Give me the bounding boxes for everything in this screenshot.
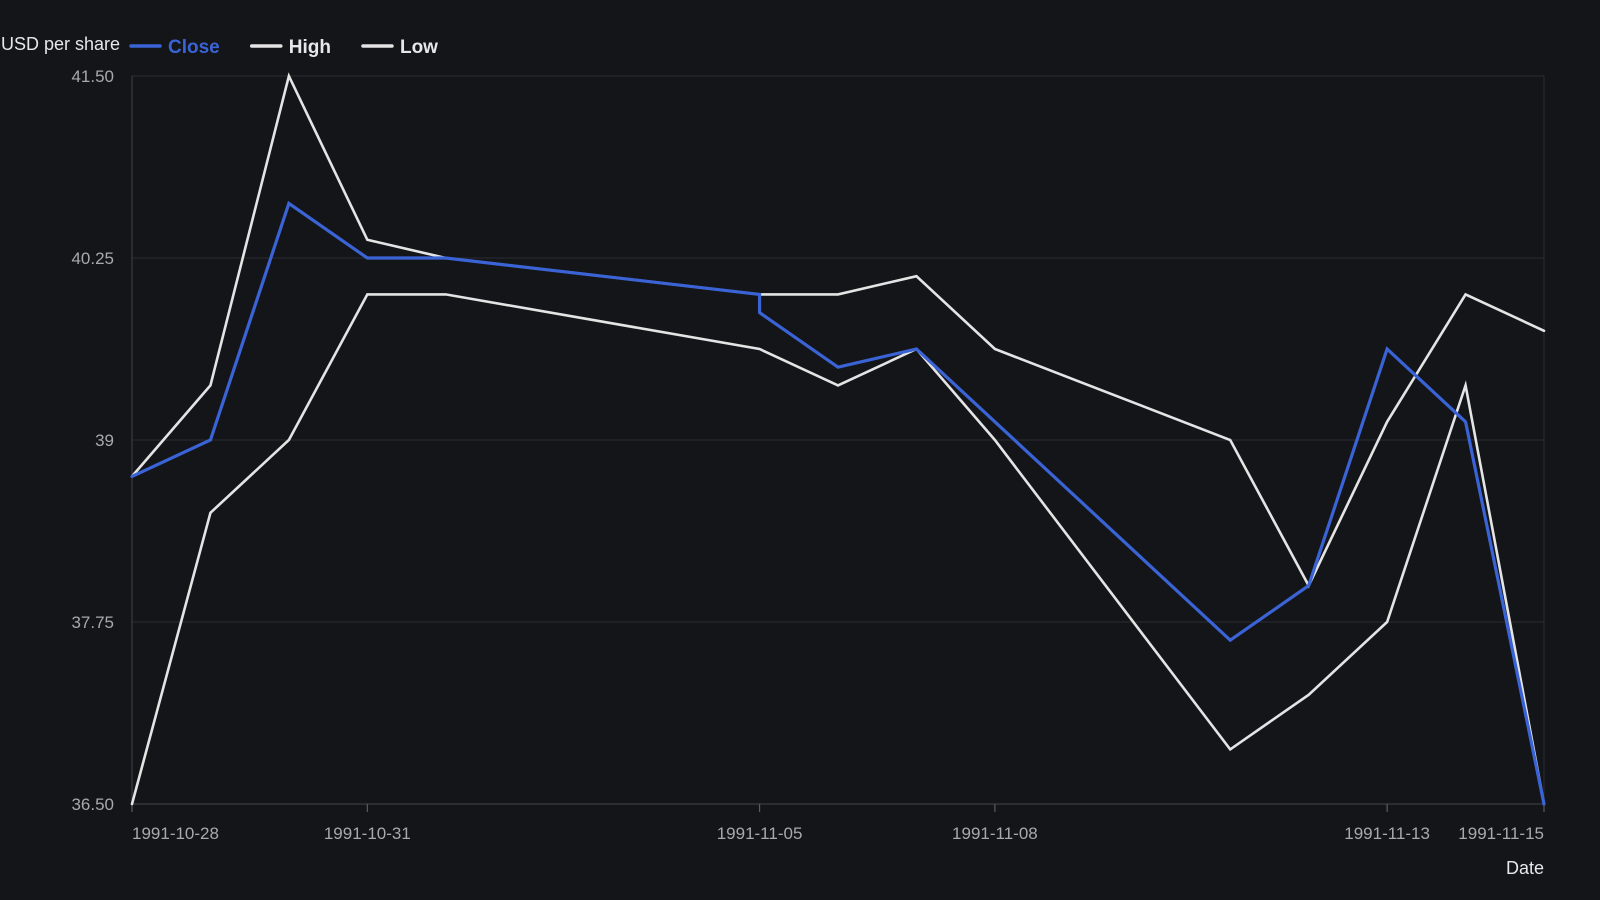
x-tick-label: 1991-11-15 xyxy=(1458,824,1544,843)
x-tick-label: 1991-10-31 xyxy=(324,824,411,843)
y-tick-label: 36.50 xyxy=(71,795,114,814)
y-tick-label: 39 xyxy=(95,431,114,450)
series-line-low xyxy=(130,293,1546,806)
legend-label-high[interactable]: High xyxy=(289,37,331,58)
y-tick-label: 41.50 xyxy=(71,67,114,86)
x-tick-label: 1991-10-28 xyxy=(132,824,219,843)
series-line-high xyxy=(130,72,1546,589)
axes: 36.50 37.75 39 40.25 41.50 1991-10-28 1991-10-… xyxy=(71,67,1545,843)
series-lines xyxy=(130,72,1546,806)
x-axis-title: Date xyxy=(1506,858,1544,878)
y-axis-title: USD per share xyxy=(1,34,120,54)
y-tick-label: 40.25 xyxy=(71,249,114,268)
x-tick-label: 1991-11-13 xyxy=(1344,824,1430,843)
legend-label-low[interactable]: Low xyxy=(400,37,438,58)
x-tick-label: 1991-11-05 xyxy=(717,824,803,843)
y-tick-label: 37.75 xyxy=(71,613,114,632)
x-tick-label: 1991-11-08 xyxy=(952,824,1038,843)
grid xyxy=(132,75,1545,805)
series-line-close xyxy=(130,200,1546,806)
legend-label-close[interactable]: Close xyxy=(168,37,220,58)
legend: Close High Low xyxy=(129,37,438,58)
